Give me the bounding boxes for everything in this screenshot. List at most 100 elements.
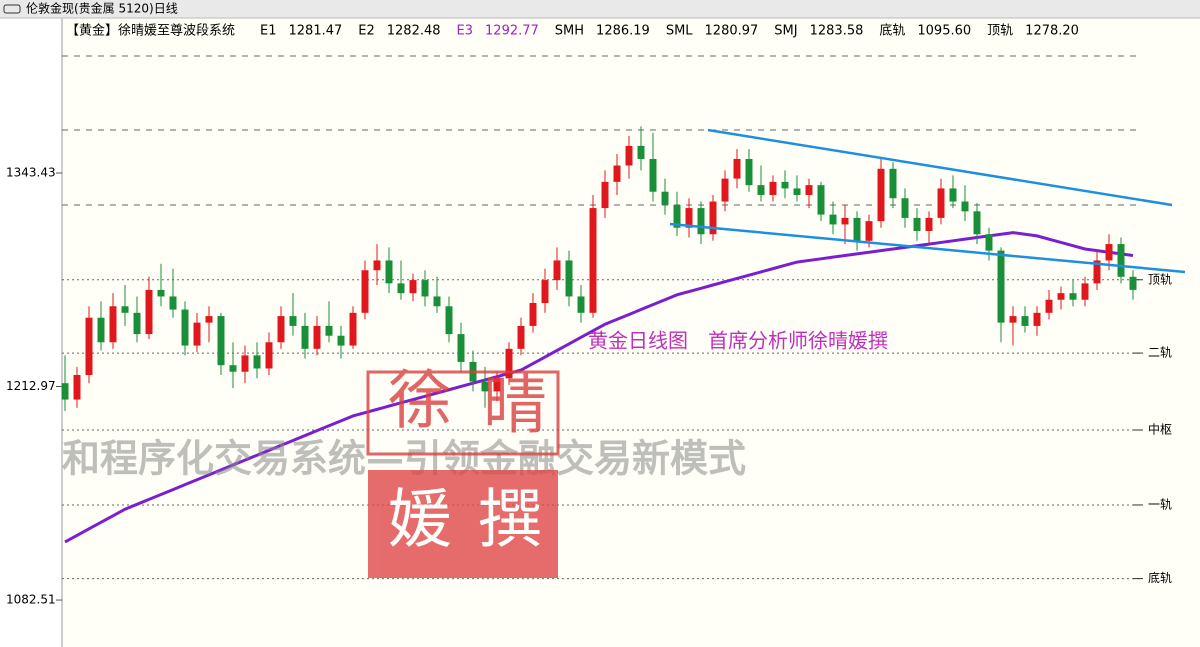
candle-body [157, 289, 165, 297]
candle-body [253, 355, 261, 369]
candle-body [925, 217, 933, 231]
stamp-char: 徐 [388, 365, 452, 439]
indicator-name: SMH [555, 24, 584, 39]
candle-body [373, 260, 381, 271]
candle-body [193, 322, 201, 346]
candle-body [97, 317, 105, 343]
candle-body [433, 296, 441, 307]
candle-body [577, 296, 585, 313]
candle-body [1009, 316, 1017, 323]
candle-body [901, 198, 909, 218]
candle-body [349, 312, 357, 346]
candle-body [397, 283, 405, 294]
candle-body [853, 217, 861, 241]
indicator-value: 1280.97 [705, 24, 759, 39]
candle-body [73, 375, 81, 400]
candle-body [1033, 312, 1041, 326]
stamp-char: 晴 [483, 370, 547, 444]
candle-body [865, 221, 873, 241]
candle-body [1069, 293, 1077, 300]
level-label: 顶轨 [1148, 272, 1172, 286]
candle-body [721, 178, 729, 202]
y-tick-label: 1082.51 [6, 593, 56, 607]
stamp-char: 撰 [478, 484, 542, 558]
trend-line [707, 128, 1173, 207]
candle-body [973, 211, 981, 235]
indicator-value: 1292.77 [485, 24, 539, 39]
candle-body [601, 181, 609, 209]
candle-body [649, 158, 657, 192]
candle-body [109, 306, 117, 343]
window-title: 伦敦金现(贵金属 5120)日线 [26, 1, 178, 16]
candle-body [565, 260, 573, 297]
candle-body [805, 185, 813, 195]
candle-body [937, 188, 945, 218]
indicator-value: 1278.20 [1025, 24, 1079, 39]
annotation: 黄金日线图 首席分析师徐晴媛撰 [588, 329, 888, 353]
candle-body [661, 191, 669, 205]
candle-body [409, 280, 417, 294]
candle-body [529, 302, 537, 326]
candle-body [289, 316, 297, 326]
indicator-name: E1 [260, 24, 277, 39]
candle-body [313, 325, 321, 349]
candle-body [613, 165, 621, 182]
level-label: 一轨 [1148, 497, 1172, 511]
level-label: 底轨 [1148, 570, 1172, 585]
candle-body [673, 204, 681, 228]
y-tick-label: 1343.43 [6, 165, 56, 179]
candle-body [889, 168, 897, 199]
indicator-value: 1281.47 [289, 24, 343, 39]
candle-body [337, 335, 345, 346]
moving-average [64, 231, 1134, 544]
candle-body [505, 348, 513, 379]
candle-body [949, 188, 957, 202]
candle-body [625, 145, 633, 166]
candle-body [589, 208, 597, 313]
stamp: 徐 晴 媛 撰 [366, 365, 560, 578]
candle-body [841, 217, 849, 225]
candle-body [637, 145, 645, 159]
candle-body [757, 185, 765, 195]
candle-body [733, 158, 741, 179]
candle-body [85, 317, 93, 376]
indicator-value: 1283.58 [810, 24, 864, 39]
candle-body [961, 201, 969, 212]
window-icon [3, 4, 21, 14]
stamp-block [368, 470, 558, 578]
candle-body [685, 208, 693, 228]
candle-body [697, 208, 705, 235]
candle-body [769, 181, 777, 195]
trend-line [669, 222, 1186, 274]
candle-body [1129, 276, 1137, 290]
level-label: 中枢 [1148, 422, 1172, 437]
stamp-char: 媛 [388, 484, 452, 558]
candle-body [61, 383, 69, 400]
candle-body [361, 270, 369, 313]
candle-body [709, 201, 717, 235]
candle-body [1105, 244, 1113, 261]
candle-body [985, 234, 993, 251]
candle-body [241, 355, 249, 372]
candle-body [541, 280, 549, 303]
candle-body [325, 325, 333, 336]
candle-body [1093, 260, 1101, 284]
candle-body [217, 316, 225, 366]
candle-body [205, 316, 213, 323]
indicator-value: 1286.19 [596, 24, 650, 39]
candle-body [265, 342, 273, 369]
candle-body [877, 168, 885, 222]
candle-body [121, 306, 129, 313]
candle-body [385, 260, 393, 284]
level-label: 二轨 [1148, 346, 1172, 360]
indicator-name: E2 [358, 24, 375, 39]
candle-body [229, 365, 237, 372]
indicator-name: 顶轨 [987, 24, 1013, 39]
candle-body [445, 306, 453, 335]
candle-body [1117, 244, 1125, 277]
system-name: 【黄金】徐晴媛至尊波段系统 [66, 23, 235, 39]
indicator-name: E3 [457, 24, 474, 39]
candle-body [133, 312, 141, 335]
candle-body [817, 185, 825, 215]
